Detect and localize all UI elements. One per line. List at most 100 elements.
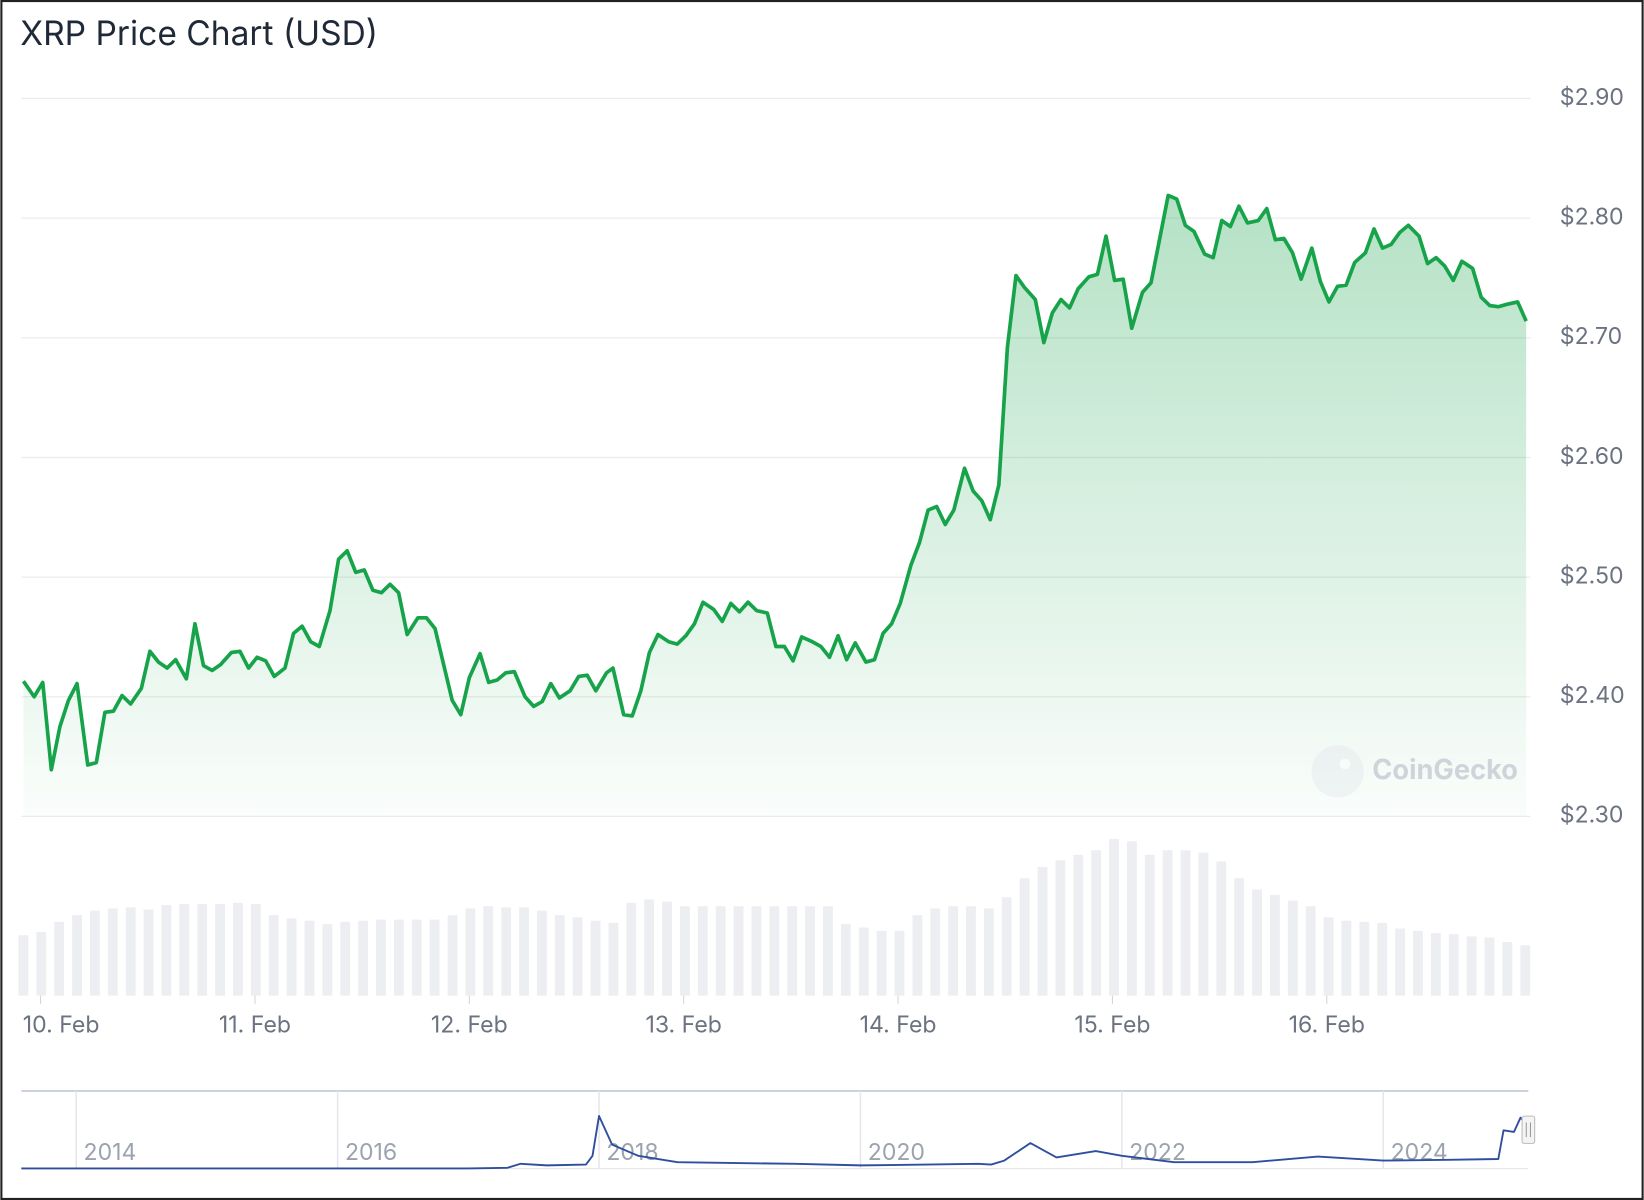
y-tick-label: $2.50 xyxy=(1560,561,1624,589)
x-tick-label: 15. Feb xyxy=(1074,1010,1150,1038)
volume-bar xyxy=(1430,933,1441,996)
volume-bar xyxy=(447,915,458,996)
price-line xyxy=(21,193,1528,772)
volume-bar xyxy=(483,906,494,996)
volume-bar xyxy=(1502,941,1513,996)
volume-bar xyxy=(1073,854,1084,996)
volume-bar xyxy=(1001,897,1012,996)
watermark-logo xyxy=(1311,745,1364,798)
volume-bar xyxy=(1377,922,1388,996)
volume-bar xyxy=(930,908,941,996)
volume-bar xyxy=(1413,930,1423,996)
x-tick-label: 10. Feb xyxy=(23,1010,100,1038)
volume-bar xyxy=(876,930,887,996)
volume-bar xyxy=(1019,878,1030,996)
volume-bar xyxy=(36,931,47,996)
volume-bar xyxy=(1144,854,1155,996)
volume-bar xyxy=(554,915,565,996)
volume-bar xyxy=(840,924,851,996)
navigator-tick-label: 2024 xyxy=(1391,1138,1448,1166)
volume-bar xyxy=(608,922,619,996)
volume-bar xyxy=(1448,934,1459,996)
volume-bar xyxy=(1180,850,1191,996)
chart-title: XRP Price Chart (USD) xyxy=(20,14,378,54)
volume-bar xyxy=(179,903,190,996)
volume-bar xyxy=(1216,861,1227,996)
watermark: CoinGecko xyxy=(1372,753,1518,786)
volume-bar xyxy=(197,903,208,996)
volume-bar xyxy=(1323,917,1334,996)
volume-bar xyxy=(1520,945,1531,996)
navigator-tick-label: 2020 xyxy=(868,1138,925,1166)
x-tick-label: 14. Feb xyxy=(860,1010,937,1038)
y-tick-label: $2.70 xyxy=(1560,322,1622,350)
volume-bar xyxy=(465,908,476,996)
volume-bar xyxy=(787,906,798,996)
navigator-tick-label: 2014 xyxy=(84,1138,137,1166)
x-tick-label: 12. Feb xyxy=(431,1010,508,1038)
volume-bar xyxy=(733,906,744,996)
volume-bar xyxy=(1395,928,1405,996)
volume-bar xyxy=(697,906,708,996)
volume-bar xyxy=(948,906,959,996)
y-tick-label: $2.30 xyxy=(1560,801,1624,829)
volume-bar xyxy=(250,903,261,996)
volume-bar xyxy=(358,920,369,996)
volume-bar xyxy=(286,918,297,996)
volume-bar xyxy=(823,906,833,996)
x-tick-label: 13. Feb xyxy=(645,1010,721,1038)
volume-bar xyxy=(590,920,601,996)
volume-bar xyxy=(89,910,100,996)
y-tick-label: $2.40 xyxy=(1560,681,1625,709)
volume-bar xyxy=(233,902,243,996)
volume-bar xyxy=(268,915,279,996)
volume-bar xyxy=(1270,895,1280,996)
volume-bar xyxy=(751,906,762,996)
volume-bar xyxy=(894,930,905,996)
volume-bar xyxy=(966,906,976,996)
volume-bar xyxy=(1091,850,1102,996)
volume-bar xyxy=(18,935,29,996)
price-area xyxy=(23,195,1527,817)
volume-bar xyxy=(143,909,154,996)
volume-bar xyxy=(1055,860,1066,996)
volume-bar xyxy=(1341,920,1352,996)
volume-bar xyxy=(805,906,815,996)
volume-bar xyxy=(107,908,118,996)
volume-bar xyxy=(858,927,869,996)
y-tick-label: $2.90 xyxy=(1560,83,1624,111)
navigator-handle[interactable] xyxy=(1521,1115,1536,1144)
x-tick-label: 16. Feb xyxy=(1289,1010,1365,1038)
volume-bar xyxy=(340,921,351,996)
volume-bar xyxy=(429,919,440,996)
volume-bar xyxy=(1198,852,1209,996)
volume-bar xyxy=(1287,900,1298,996)
y-tick-label: $2.80 xyxy=(1560,202,1624,230)
volume-bar xyxy=(411,919,422,996)
volume-bar xyxy=(501,907,512,996)
y-tick-label: $2.60 xyxy=(1560,442,1624,470)
volume-bar xyxy=(1466,936,1477,996)
volume-bar xyxy=(72,915,82,996)
volume-bar xyxy=(161,905,172,996)
volume-bar xyxy=(393,919,404,996)
volume-bar xyxy=(519,907,529,996)
volume-bar xyxy=(54,921,65,996)
volume-bar xyxy=(680,906,690,996)
volume-bar xyxy=(912,915,923,996)
volume-bar xyxy=(304,920,315,996)
volume-bar xyxy=(644,899,655,996)
volume-bar xyxy=(1037,867,1048,996)
volume-bar xyxy=(572,917,583,996)
volume-bar xyxy=(125,907,136,996)
volume-bar xyxy=(1162,850,1173,996)
volume-bar xyxy=(376,919,386,996)
volume-bar xyxy=(536,910,547,996)
volume-bar xyxy=(1109,839,1119,996)
volume-bar xyxy=(769,906,780,996)
volume-bar xyxy=(715,906,726,996)
volume-bar xyxy=(322,924,333,996)
volume-bar xyxy=(1126,841,1137,996)
